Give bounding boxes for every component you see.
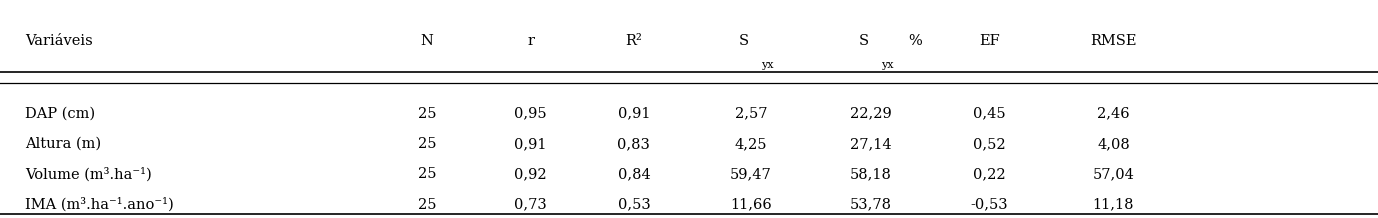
Text: EF: EF — [978, 34, 1000, 48]
Text: 0,91: 0,91 — [617, 107, 650, 121]
Text: yx: yx — [761, 60, 774, 70]
Text: 2,46: 2,46 — [1097, 107, 1130, 121]
Text: 58,18: 58,18 — [850, 167, 892, 181]
Text: 57,04: 57,04 — [1093, 167, 1134, 181]
Text: 0,91: 0,91 — [514, 137, 547, 151]
Text: 4,25: 4,25 — [734, 137, 768, 151]
Text: 11,66: 11,66 — [730, 198, 772, 212]
Text: 0,84: 0,84 — [617, 167, 650, 181]
Text: 53,78: 53,78 — [850, 198, 892, 212]
Text: 59,47: 59,47 — [730, 167, 772, 181]
Text: 25: 25 — [418, 167, 437, 181]
Text: 25: 25 — [418, 107, 437, 121]
Text: S: S — [858, 34, 870, 48]
Text: 25: 25 — [418, 198, 437, 212]
Text: Altura (m): Altura (m) — [25, 137, 101, 151]
Text: 0,45: 0,45 — [973, 107, 1006, 121]
Text: 0,73: 0,73 — [514, 198, 547, 212]
Text: yx: yx — [881, 60, 894, 70]
Text: RMSE: RMSE — [1090, 34, 1137, 48]
Text: 0,95: 0,95 — [514, 107, 547, 121]
Text: r: r — [526, 34, 535, 48]
Text: 11,18: 11,18 — [1093, 198, 1134, 212]
Text: IMA (m³.ha⁻¹.ano⁻¹): IMA (m³.ha⁻¹.ano⁻¹) — [25, 198, 174, 212]
Text: N: N — [420, 34, 434, 48]
Text: 4,08: 4,08 — [1097, 137, 1130, 151]
Text: -0,53: -0,53 — [970, 198, 1009, 212]
Text: R²: R² — [626, 34, 642, 48]
Text: 27,14: 27,14 — [850, 137, 892, 151]
Text: 0,22: 0,22 — [973, 167, 1006, 181]
Text: 22,29: 22,29 — [850, 107, 892, 121]
Text: Volume (m³.ha⁻¹): Volume (m³.ha⁻¹) — [25, 167, 152, 182]
Text: 25: 25 — [418, 137, 437, 151]
Text: 0,52: 0,52 — [973, 137, 1006, 151]
Text: DAP (cm): DAP (cm) — [25, 107, 95, 121]
Text: 0,92: 0,92 — [514, 167, 547, 181]
Text: 2,57: 2,57 — [734, 107, 768, 121]
Text: %: % — [908, 34, 922, 48]
Text: Variáveis: Variáveis — [25, 34, 92, 48]
Text: S: S — [739, 34, 750, 48]
Text: 0,83: 0,83 — [617, 137, 650, 151]
Text: 0,53: 0,53 — [617, 198, 650, 212]
